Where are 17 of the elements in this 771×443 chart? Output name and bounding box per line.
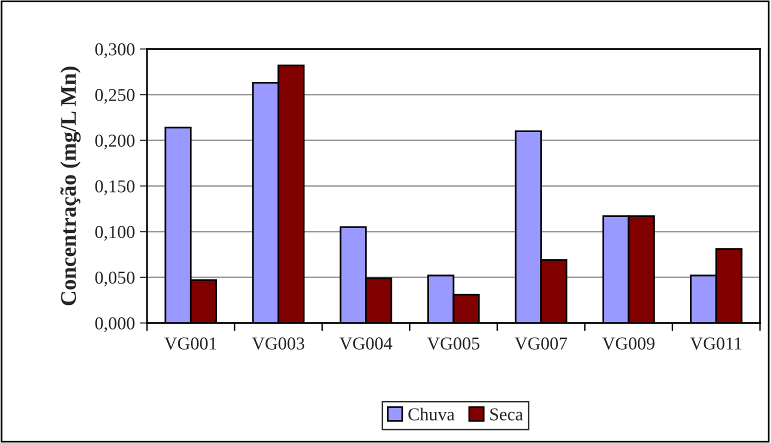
y-tick-label: 0,100 — [95, 226, 135, 241]
x-tick-label: VG005 — [427, 337, 480, 350]
y-tick-label: 0,050 — [95, 272, 135, 286]
y-tick-label: 0,300 — [95, 43, 135, 58]
legend-label: Seca — [490, 408, 523, 420]
x-tick-label: VG011 — [690, 337, 742, 350]
x-tick-label: VG003 — [252, 337, 304, 350]
y-tick-label: 0,150 — [95, 180, 135, 196]
legend-label: Chuva — [408, 408, 455, 420]
x-tick-label: VG009 — [602, 337, 654, 350]
y-axis-title: Concentração (mg/L Mn) — [60, 66, 81, 306]
y-tick-label: 0,200 — [95, 134, 135, 150]
x-tick-label: VG004 — [340, 337, 392, 350]
y-tick-label: 0,000 — [95, 317, 135, 332]
y-tick-label: 0,250 — [95, 88, 135, 104]
x-tick-label: VG007 — [514, 337, 568, 350]
x-tick-label: VG001 — [164, 337, 216, 350]
